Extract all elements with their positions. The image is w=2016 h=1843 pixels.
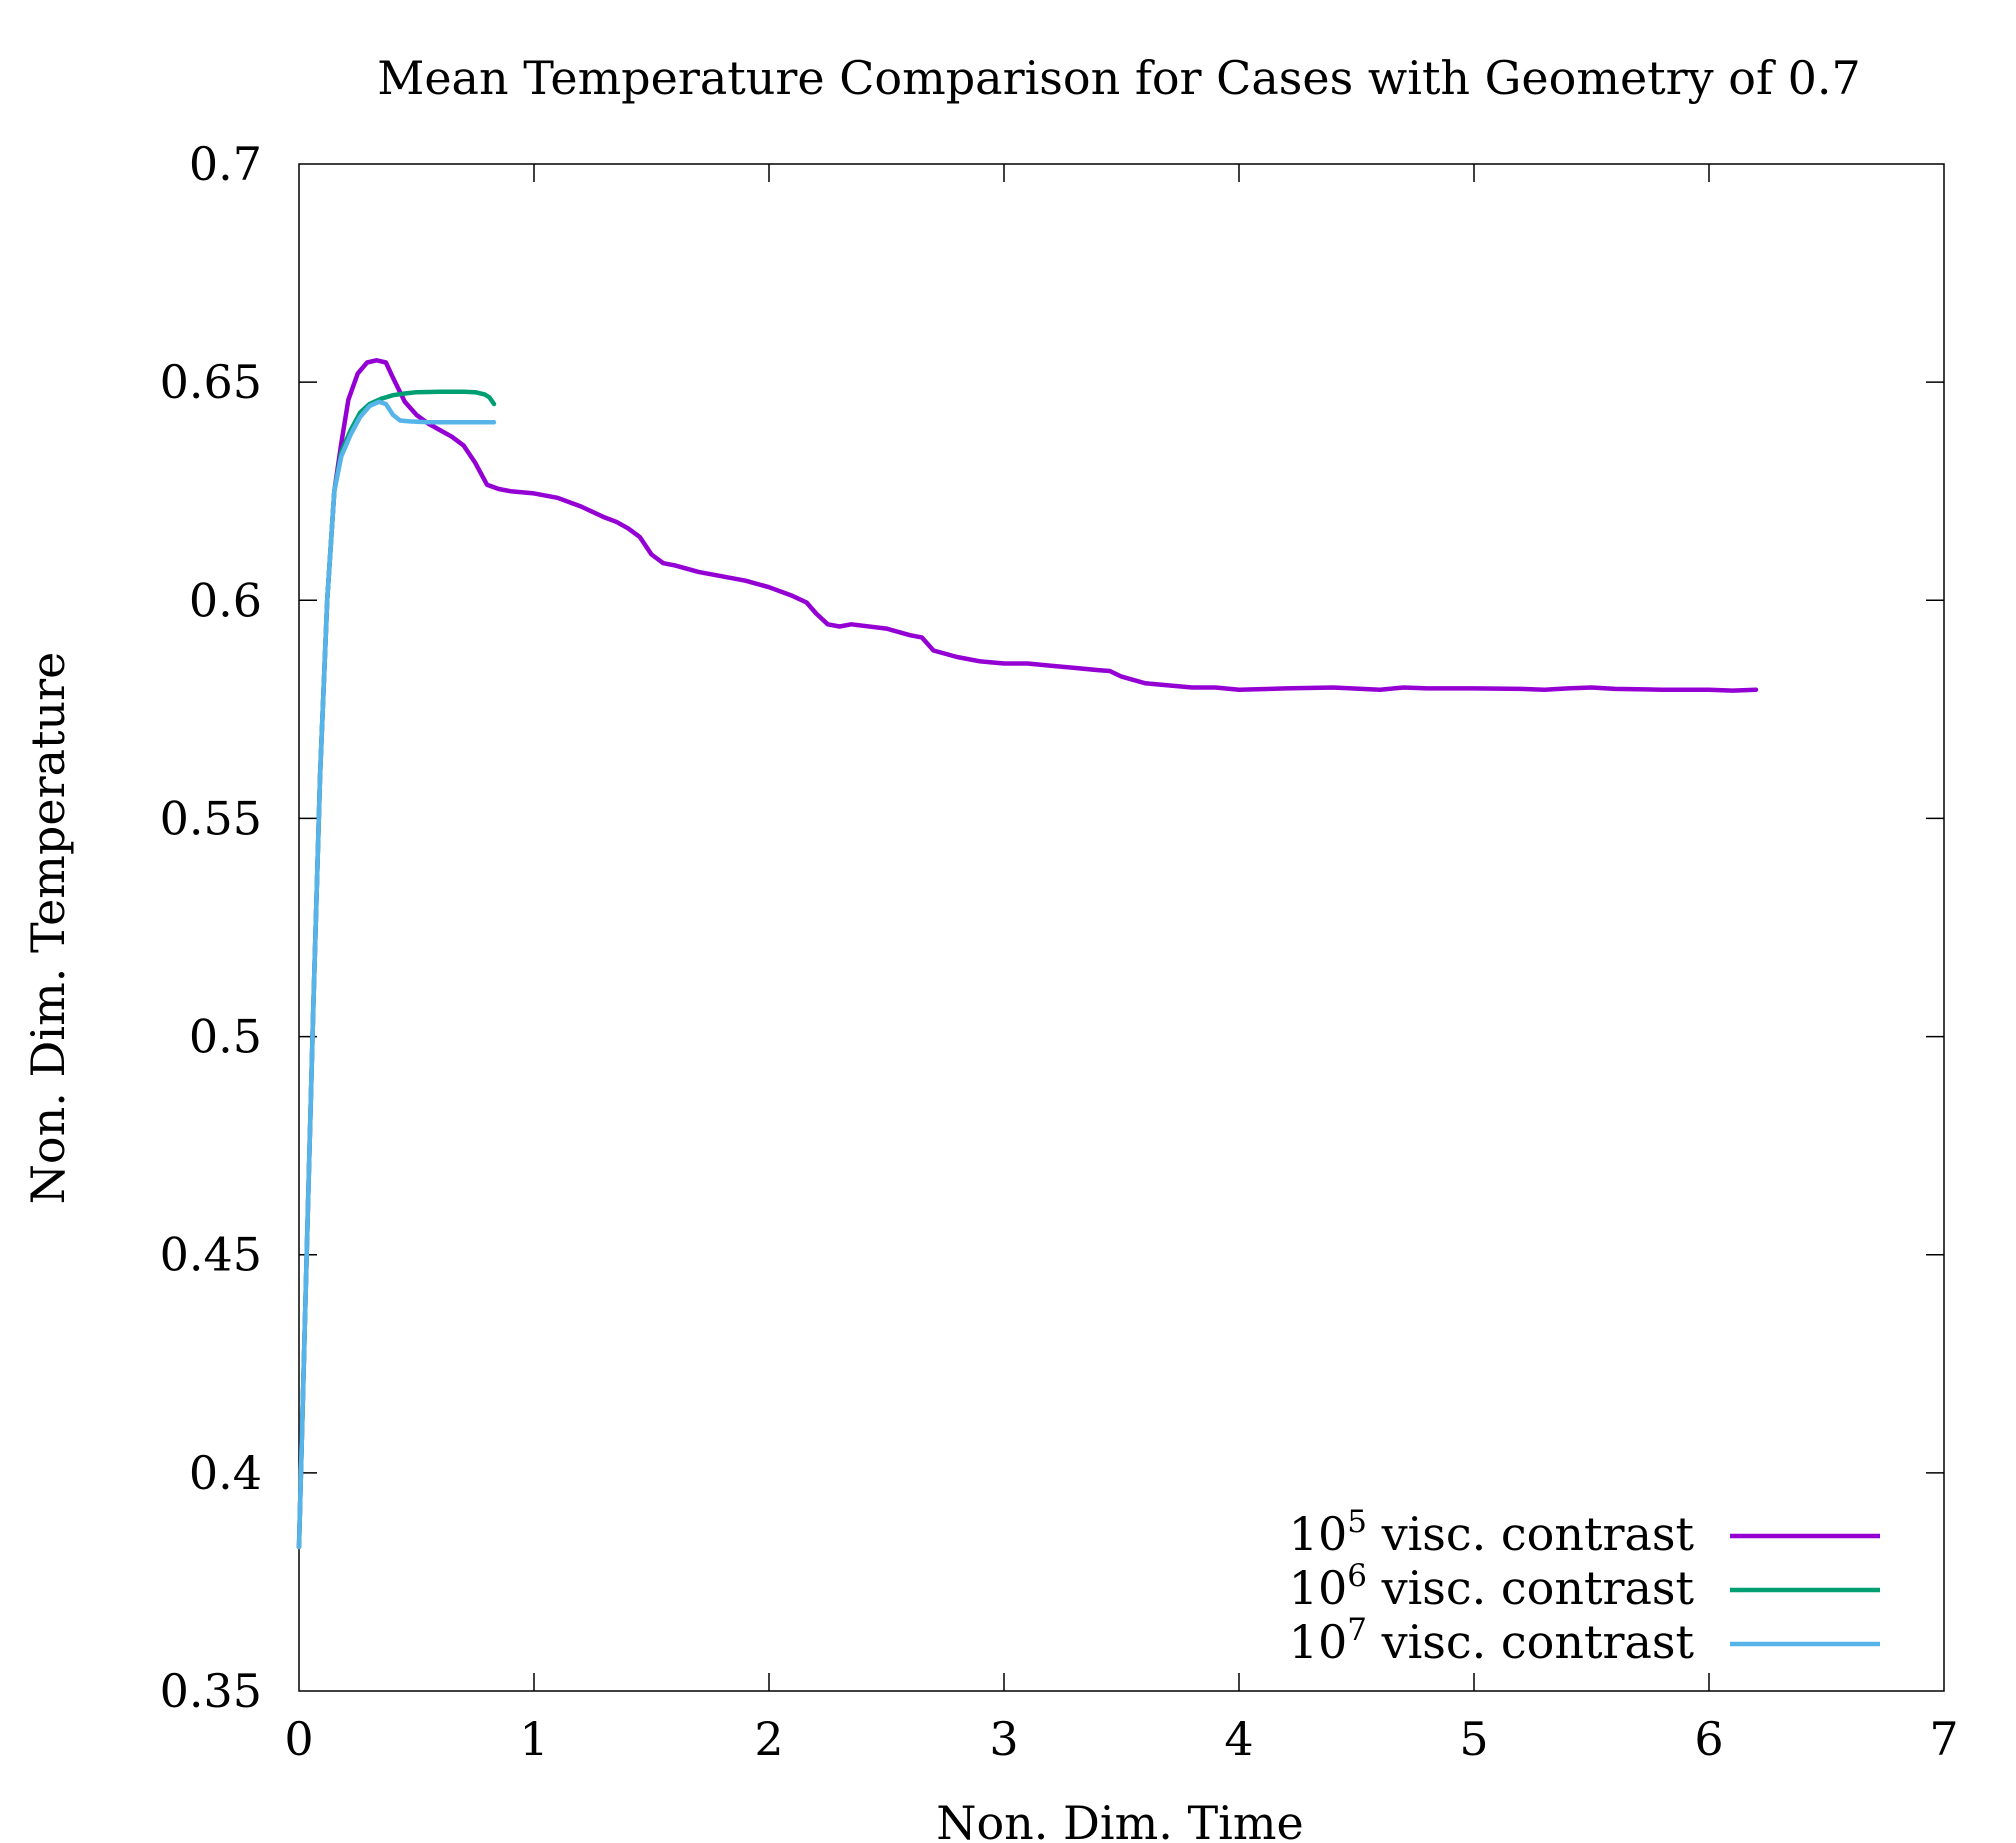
plot-frame [298,163,1945,1692]
y-tick-label: 0.4 [189,1446,262,1500]
legend-entry-label: 106 visc. contrast [1289,1558,1695,1615]
y-tick-label: 0.7 [189,137,262,191]
y-tick-label: 0.65 [160,355,262,409]
x-tick-label: 4 [1224,1712,1253,1766]
x-tick-label: 6 [1694,1712,1723,1766]
y-tick-label: 0.45 [160,1228,262,1282]
x-tick-label: 7 [1929,1712,1958,1766]
series-lines [296,358,1759,1550]
series-line [296,399,497,1550]
x-tick-label: 0 [284,1712,313,1766]
x-tick-label: 2 [754,1712,783,1766]
x-tick-label: 5 [1459,1712,1488,1766]
chart-title: Mean Temperature Comparison for Cases wi… [377,51,1861,105]
tick-labels: 0 1 2 3 4 5 6 7 0.35 0.4 0.45 0.5 0.55 0.6 0.65 0.7 [160,137,1959,1766]
legend-entry-label: 105 visc. contrast [1289,1504,1695,1561]
legend-entry-label: 107 visc. contrast [1289,1612,1695,1669]
y-tick-label: 0.5 [189,1010,262,1064]
x-axis-label: Non. Dim. Time [936,1796,1304,1843]
series-line [296,358,1759,1550]
axis-ticks [299,164,1944,1691]
y-tick-label: 0.55 [160,791,262,845]
x-tick-label: 1 [519,1712,548,1766]
x-tick-label: 3 [989,1712,1018,1766]
y-tick-label: 0.6 [189,573,262,627]
y-tick-label: 0.35 [160,1664,262,1718]
y-axis-label: Non. Dim. Temperature [21,652,75,1205]
